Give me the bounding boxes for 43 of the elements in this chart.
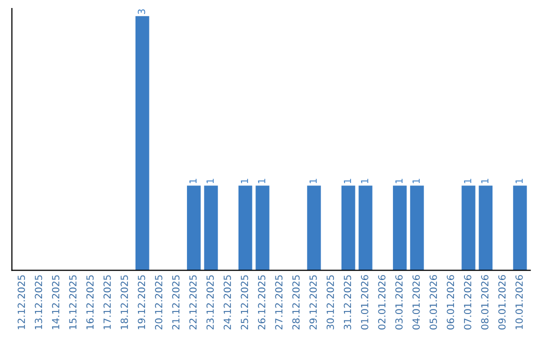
x-tick-label: 15.12.2025 [69, 275, 76, 330]
x-tick-label: 25.12.2025 [240, 275, 248, 330]
x-tick-label: 10.01.2026 [515, 275, 523, 330]
x-tick-label: 18.12.2025 [120, 275, 128, 330]
data-label: 3 [138, 9, 146, 14]
x-tick-label: 02.01.2026 [378, 275, 386, 330]
x-tick-label: 03.01.2026 [395, 275, 403, 330]
data-label: 1 [310, 178, 317, 184]
data-label: 1 [395, 178, 403, 184]
data-label: 1 [412, 178, 420, 184]
x-tick-label: 26.12.2025 [258, 275, 266, 330]
data-label: 1 [516, 178, 523, 184]
x-tick-label: 20.12.2025 [154, 275, 162, 330]
x-tick-label: 07.01.2026 [464, 275, 472, 330]
data-label: 1 [240, 178, 248, 184]
x-tick-label: 31.12.2025 [344, 275, 352, 330]
x-tick-label: 09.01.2026 [498, 275, 506, 330]
x-tick-label: 27.12.2025 [275, 275, 282, 330]
x-tick-label: 14.12.2025 [52, 275, 60, 330]
data-label: 1 [481, 178, 488, 184]
x-tick-label: 05.01.2026 [430, 275, 437, 330]
x-tick-label: 21.12.2025 [172, 275, 180, 330]
data-label: 1 [464, 178, 472, 184]
x-tick-label: 12.12.2025 [18, 275, 25, 330]
x-tick-label: 30.12.2025 [326, 275, 334, 330]
x-tick-label: 01.01.2026 [360, 275, 368, 330]
x-tick-label: 13.12.2025 [34, 275, 42, 330]
x-tick-label: 04.01.2026 [412, 275, 420, 330]
data-label: 1 [344, 178, 352, 184]
data-label: 1 [206, 178, 214, 184]
x-tick-label: 16.12.2025 [86, 275, 94, 330]
x-tick-label: 08.01.2026 [481, 275, 488, 330]
data-label: 1 [361, 178, 368, 184]
x-tick-label: 06.01.2026 [446, 275, 454, 330]
x-tick-label: 24.12.2025 [224, 275, 231, 330]
x-tick-label: 28.12.2025 [292, 275, 300, 330]
data-label: 1 [189, 178, 197, 184]
x-tick-label: 22.12.2025 [189, 275, 197, 330]
data-label: 1 [258, 178, 266, 184]
x-tick-label: 23.12.2025 [206, 275, 214, 330]
x-tick-label: 19.12.2025 [138, 275, 146, 330]
x-tick-label: 29.12.2025 [309, 275, 317, 330]
x-tick-label: 17.12.2025 [103, 275, 111, 330]
